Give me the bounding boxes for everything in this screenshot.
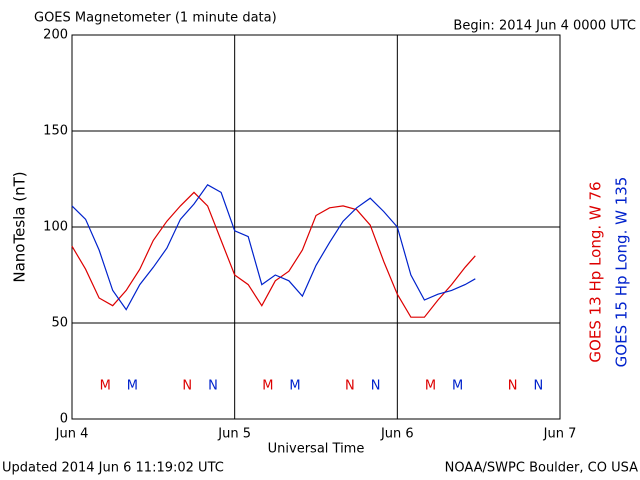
data-line xyxy=(71,184,476,311)
y-tick-label: 100 xyxy=(43,220,68,235)
annotation: N xyxy=(508,379,518,394)
data-line xyxy=(71,191,476,318)
y-tick-label: 50 xyxy=(51,316,68,331)
legend-entry: GOES 13 Hp Long. W 76 xyxy=(587,181,605,362)
y-tick-label: 0 xyxy=(60,412,68,427)
chart-title: GOES Magnetometer (1 minute data) xyxy=(34,11,277,26)
annotation: N xyxy=(182,379,192,394)
x-tick-label: Jun 7 xyxy=(543,427,577,442)
footer-right: NOAA/SWPC Boulder, CO USA xyxy=(445,461,638,476)
x-axis-label: Universal Time xyxy=(268,442,365,457)
y-tick-label: 200 xyxy=(43,28,68,43)
x-tick-label: Jun 5 xyxy=(217,427,251,442)
annotation: M xyxy=(289,379,300,394)
footer-left: Updated 2014 Jun 6 11:19:02 UTC xyxy=(2,461,224,476)
annotation: N xyxy=(371,379,381,394)
x-tick-label: Jun 6 xyxy=(380,427,414,442)
legend-entry: GOES 15 Hp Long. W 135 xyxy=(613,177,631,368)
annotation: M xyxy=(100,379,111,394)
annotation: M xyxy=(262,379,273,394)
annotation: N xyxy=(345,379,355,394)
annotation: M xyxy=(425,379,436,394)
annotation: M xyxy=(127,379,138,394)
chart-subtitle: Begin: 2014 Jun 4 0000 UTC xyxy=(453,19,636,34)
y-tick-label: 150 xyxy=(43,124,68,139)
annotation: N xyxy=(533,379,543,394)
y-axis-label: NanoTesla (nT) xyxy=(11,171,29,282)
annotation: M xyxy=(452,379,463,394)
annotation: N xyxy=(208,379,218,394)
x-tick-label: Jun 4 xyxy=(55,427,89,442)
